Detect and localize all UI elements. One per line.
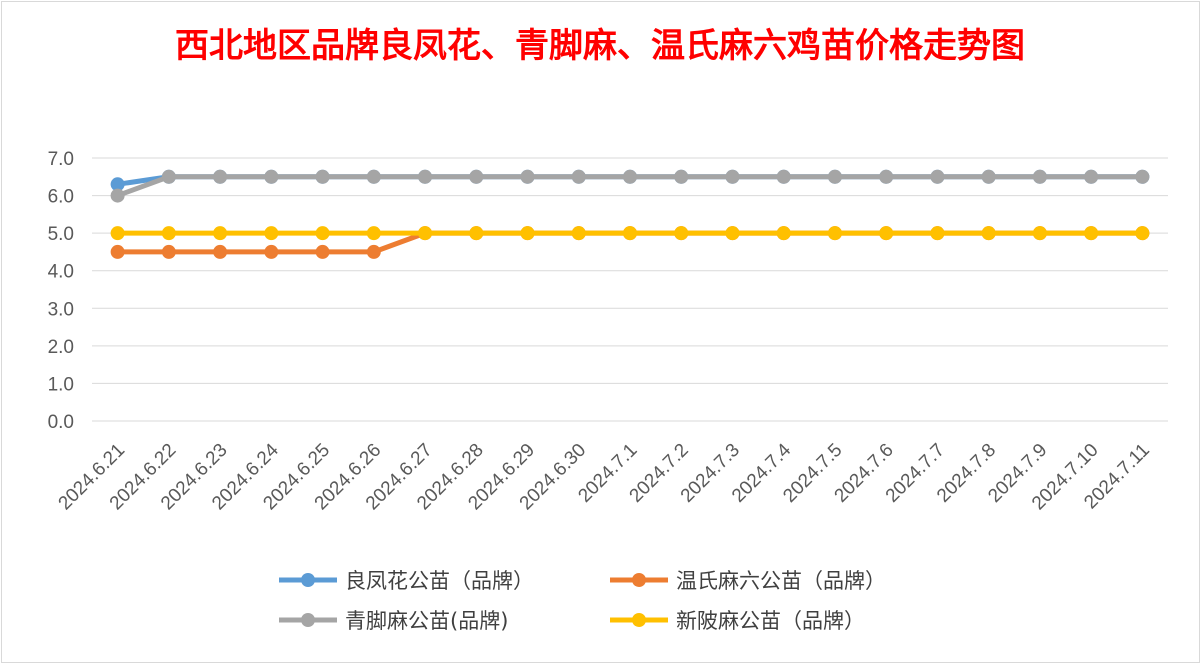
data-point: [1135, 226, 1150, 241]
series-line: [110, 226, 1150, 241]
data-point: [110, 244, 125, 259]
data-point: [623, 169, 637, 184]
data-point: [827, 226, 842, 241]
legend-marker: [301, 613, 315, 627]
legend-label: 新陂麻公苗（品牌）: [676, 609, 865, 633]
data-point: [879, 169, 894, 184]
data-point: [930, 226, 945, 241]
data-point: [1032, 226, 1047, 241]
data-point: [264, 226, 279, 241]
data-point: [571, 169, 586, 184]
legend-label: 青脚麻公苗(品牌): [345, 609, 508, 633]
data-point: [315, 244, 330, 259]
legend-marker: [632, 573, 646, 587]
y-tick-label: 5.0: [48, 224, 74, 245]
y-tick-label: 0.0: [48, 412, 74, 433]
data-point: [469, 226, 484, 241]
data-point: [520, 169, 535, 184]
legend-marker: [632, 613, 646, 627]
y-axis-ticks: 0.0 1.0 2.0 3.0 4.0 5.0 6.0 7.0: [48, 149, 74, 433]
y-tick-label: 7.0: [48, 149, 74, 170]
data-point: [366, 244, 381, 259]
legend-item: 新陂麻公苗（品牌）: [610, 609, 865, 633]
y-tick-label: 3.0: [48, 299, 74, 320]
y-tick-label: 6.0: [48, 187, 74, 208]
data-point: [469, 169, 484, 184]
series-lines: [110, 169, 1150, 259]
data-point: [366, 169, 381, 184]
data-point: [418, 169, 433, 184]
data-point: [981, 226, 996, 241]
data-point: [725, 169, 740, 184]
data-point: [981, 169, 996, 184]
data-point: [418, 226, 433, 241]
gridlines: [92, 157, 1168, 422]
data-point: [1084, 169, 1099, 184]
data-point: [110, 177, 125, 192]
legend-marker: [301, 573, 315, 587]
data-point: [571, 226, 586, 241]
data-point: [623, 226, 637, 241]
data-point: [366, 226, 381, 241]
data-point: [315, 226, 330, 241]
x-axis-ticks: 2024.6.212024.6.222024.6.232024.6.242024…: [55, 439, 1154, 514]
data-point: [264, 169, 279, 184]
data-point: [776, 226, 791, 241]
data-point: [1084, 226, 1099, 241]
data-point: [827, 169, 842, 184]
y-tick-label: 2.0: [48, 337, 74, 358]
legend-label: 温氏麻六公苗（品牌）: [676, 569, 886, 593]
legend-item: 青脚麻公苗(品牌): [279, 609, 508, 633]
data-point: [110, 188, 125, 203]
data-point: [161, 244, 176, 259]
data-point: [110, 226, 125, 241]
data-point: [930, 169, 945, 184]
data-point: [879, 226, 894, 241]
legend-item: 温氏麻六公苗（品牌）: [610, 569, 886, 593]
legend-label: 良凤花公苗（品牌）: [345, 569, 534, 593]
series-line: [110, 169, 1150, 203]
data-point: [725, 226, 740, 241]
y-tick-label: 4.0: [48, 262, 74, 283]
data-point: [776, 169, 791, 184]
data-point: [213, 169, 228, 184]
chart-title: 西北地区品牌良凤花、青脚麻、温氏麻六鸡苗价格走势图: [175, 26, 1025, 66]
legend-item: 良凤花公苗（品牌）: [279, 569, 534, 593]
data-point: [1032, 169, 1047, 184]
data-point: [213, 226, 228, 241]
y-tick-label: 1.0: [48, 374, 74, 395]
data-point: [213, 244, 228, 259]
data-point: [1135, 169, 1150, 184]
data-point: [520, 226, 535, 241]
data-point: [264, 244, 279, 259]
data-point: [315, 169, 330, 184]
data-point: [161, 169, 176, 184]
data-point: [674, 226, 689, 241]
legend: 良凤花公苗（品牌） 温氏麻六公苗（品牌） 青脚麻公苗(品牌) 新陂麻公苗（品牌）: [279, 569, 886, 633]
data-point: [161, 226, 176, 241]
data-point: [674, 169, 689, 184]
